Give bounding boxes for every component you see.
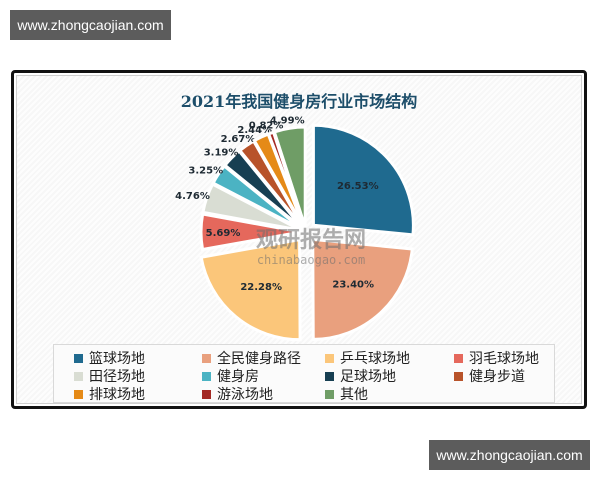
chart-legend: 篮球场地 全民健身路径 乒乓球场地 羽毛球场地田径场地 健身房 足球场地 健身步道排球场地 游… [53, 344, 555, 403]
legend-item: 全民健身路径 [202, 348, 301, 368]
pie-slice [199, 212, 302, 252]
pie-chart: 26.53% 23.40% 22.28% 5.69% 4.76% 3.25% 3.19% 2.… [175, 115, 415, 342]
legend-swatch [202, 389, 211, 399]
legend-item: 游泳场地 [202, 384, 273, 404]
legend-swatch [454, 371, 463, 381]
legend-label: 健身步道 [469, 369, 525, 385]
site-watermark-bottom: www.zhongcaojian.com [429, 440, 590, 470]
legend-swatch [325, 389, 334, 399]
pie-slice [272, 125, 307, 228]
chart-title: 2021年我国健身房行业市场结构 [180, 92, 418, 111]
pie-slice [199, 237, 302, 342]
pie-slice [311, 123, 415, 237]
slice-label: 22.28% [240, 282, 282, 293]
legend-swatch [325, 353, 334, 363]
legend-item: 乒乓球场地 [325, 348, 410, 368]
legend-item: 田径场地 [74, 366, 145, 386]
legend-swatch [74, 353, 83, 363]
legend-item: 健身房 [202, 366, 259, 386]
legend-label: 全民健身路径 [217, 351, 301, 367]
site-watermark-top: www.zhongcaojian.com [10, 10, 171, 40]
legend-label: 排球场地 [89, 387, 145, 403]
legend-label: 游泳场地 [217, 387, 273, 403]
slice-label: 0.82% [249, 120, 284, 131]
legend-label: 乒乓球场地 [340, 351, 410, 367]
legend-label: 健身房 [217, 369, 259, 385]
legend-item: 羽毛球场地 [454, 348, 539, 368]
slice-label: 3.19% [204, 147, 239, 158]
slice-label: 2.67% [221, 134, 256, 145]
legend-item: 足球场地 [325, 366, 396, 386]
slice-label: 23.40% [332, 280, 374, 291]
legend-item: 排球场地 [74, 384, 145, 404]
legend-swatch [202, 371, 211, 381]
pie-slice [311, 237, 414, 341]
slice-label: 2.44% [237, 125, 272, 136]
slice-label: 5.69% [206, 228, 241, 239]
legend-swatch [325, 371, 334, 381]
legend-swatch [74, 389, 83, 399]
legend-label: 其他 [340, 387, 368, 403]
legend-item: 其他 [325, 384, 368, 404]
slice-label: 4.99% [270, 115, 305, 126]
chart-watermark-cn: 观研报告网 [256, 228, 366, 253]
legend-item: 健身步道 [454, 366, 525, 386]
legend-swatch [202, 353, 211, 363]
legend-label: 羽毛球场地 [469, 351, 539, 367]
legend-label: 田径场地 [89, 369, 145, 385]
legend-swatch [454, 353, 463, 363]
chart-watermark-en: chinabaogao.com [257, 253, 365, 267]
slice-label: 26.53% [337, 181, 379, 192]
chart-area: 2021年我国健身房行业市场结构 26.53% 23.40% 22.28% 5.69%… [16, 75, 582, 404]
slice-label: 4.76% [175, 191, 210, 202]
legend-item: 篮球场地 [74, 348, 145, 368]
slice-label: 3.25% [188, 165, 223, 176]
legend-swatch [74, 371, 83, 381]
legend-label: 篮球场地 [89, 351, 145, 367]
chart-frame: 2021年我国健身房行业市场结构 26.53% 23.40% 22.28% 5.69%… [11, 70, 587, 409]
legend-label: 足球场地 [340, 369, 396, 385]
